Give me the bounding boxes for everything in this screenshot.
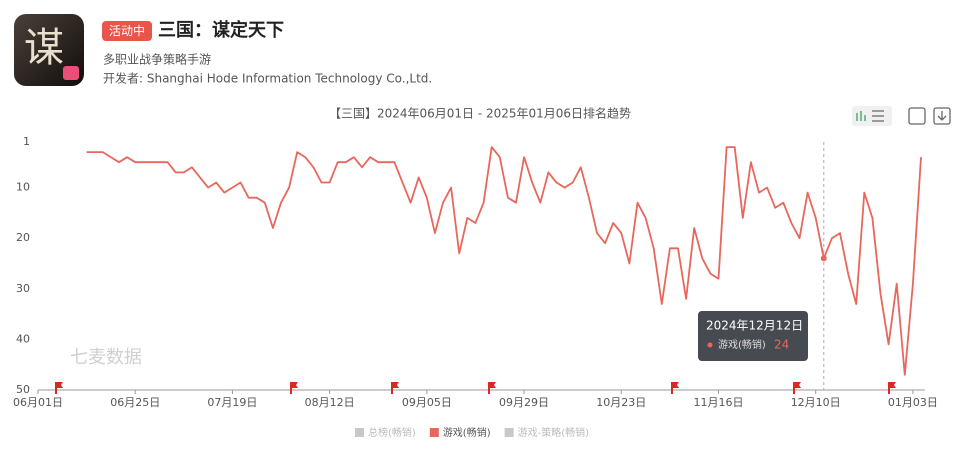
download-arrow bbox=[937, 111, 947, 121]
y-tick-label: 20 bbox=[16, 231, 30, 244]
x-tick-label: 06月25日 bbox=[110, 396, 160, 409]
legend-swatch[interactable] bbox=[355, 428, 364, 437]
watermark: 七麦数据 bbox=[70, 347, 142, 368]
x-tick-label: 12月10日 bbox=[791, 396, 841, 409]
legend-swatch[interactable] bbox=[429, 428, 439, 437]
flag[interactable] bbox=[793, 382, 801, 394]
legend-label[interactable]: 游戏-策略(畅销) bbox=[518, 426, 590, 439]
legend-label[interactable]: 总榜(畅销) bbox=[368, 426, 416, 439]
x-tick-label: 10月23日 bbox=[596, 396, 646, 409]
flag[interactable] bbox=[391, 382, 399, 394]
event-flags bbox=[55, 382, 896, 394]
x-tick-label: 09月29日 bbox=[499, 396, 549, 409]
app-icon-badge bbox=[63, 66, 79, 80]
badge-bg bbox=[102, 21, 152, 41]
x-tick-label: 08月12日 bbox=[305, 396, 355, 409]
flag[interactable] bbox=[888, 382, 896, 394]
developer: 开发者: Shanghai Hode Information Technolog… bbox=[103, 71, 432, 86]
y-tick-label: 50 bbox=[16, 383, 30, 396]
x-tick-label: 09月05日 bbox=[402, 396, 452, 409]
x-tick-label: 01月03日 bbox=[888, 396, 938, 409]
x-tick-label: 11月16日 bbox=[693, 396, 743, 409]
flag[interactable] bbox=[290, 382, 298, 394]
y-tick-label: 10 bbox=[16, 181, 30, 194]
tooltip-dot bbox=[707, 342, 713, 348]
flag[interactable] bbox=[488, 382, 496, 394]
image-icon[interactable] bbox=[908, 107, 926, 125]
tooltip-value: 24 bbox=[774, 338, 789, 352]
download-icon[interactable] bbox=[933, 107, 951, 125]
tooltip-bg bbox=[698, 311, 808, 361]
legend-swatch[interactable] bbox=[504, 428, 514, 437]
y-tick-label: 40 bbox=[16, 332, 30, 345]
app-title: 三国：谋定天下 bbox=[158, 19, 284, 41]
tooltip-series: 游戏(畅销) bbox=[718, 338, 766, 351]
flag[interactable] bbox=[671, 382, 679, 394]
series-line bbox=[86, 146, 922, 376]
flag[interactable] bbox=[55, 382, 63, 394]
hover-point bbox=[820, 255, 827, 262]
bar-icon[interactable] bbox=[856, 111, 866, 121]
legend-label[interactable]: 游戏(畅销) bbox=[443, 426, 491, 439]
tooltip-title: 2024年12月12日 bbox=[706, 319, 803, 333]
toolbar bbox=[852, 106, 951, 126]
badge: 活动中 bbox=[109, 23, 145, 38]
x-tick-label: 07月19日 bbox=[207, 396, 257, 409]
app-icon-glyph: 谋 bbox=[24, 25, 64, 70]
x-tick-label: 06月01日 bbox=[13, 396, 63, 409]
chart-title: 【三国】2024年06月01日 - 2025年01月06日排名趋势 bbox=[329, 106, 631, 121]
y-tick-label: 30 bbox=[16, 282, 30, 295]
app-subtitle: 多职业战争策略手游 bbox=[103, 52, 211, 67]
list-icon[interactable] bbox=[872, 110, 884, 122]
y-tick-label: 1 bbox=[23, 135, 30, 148]
